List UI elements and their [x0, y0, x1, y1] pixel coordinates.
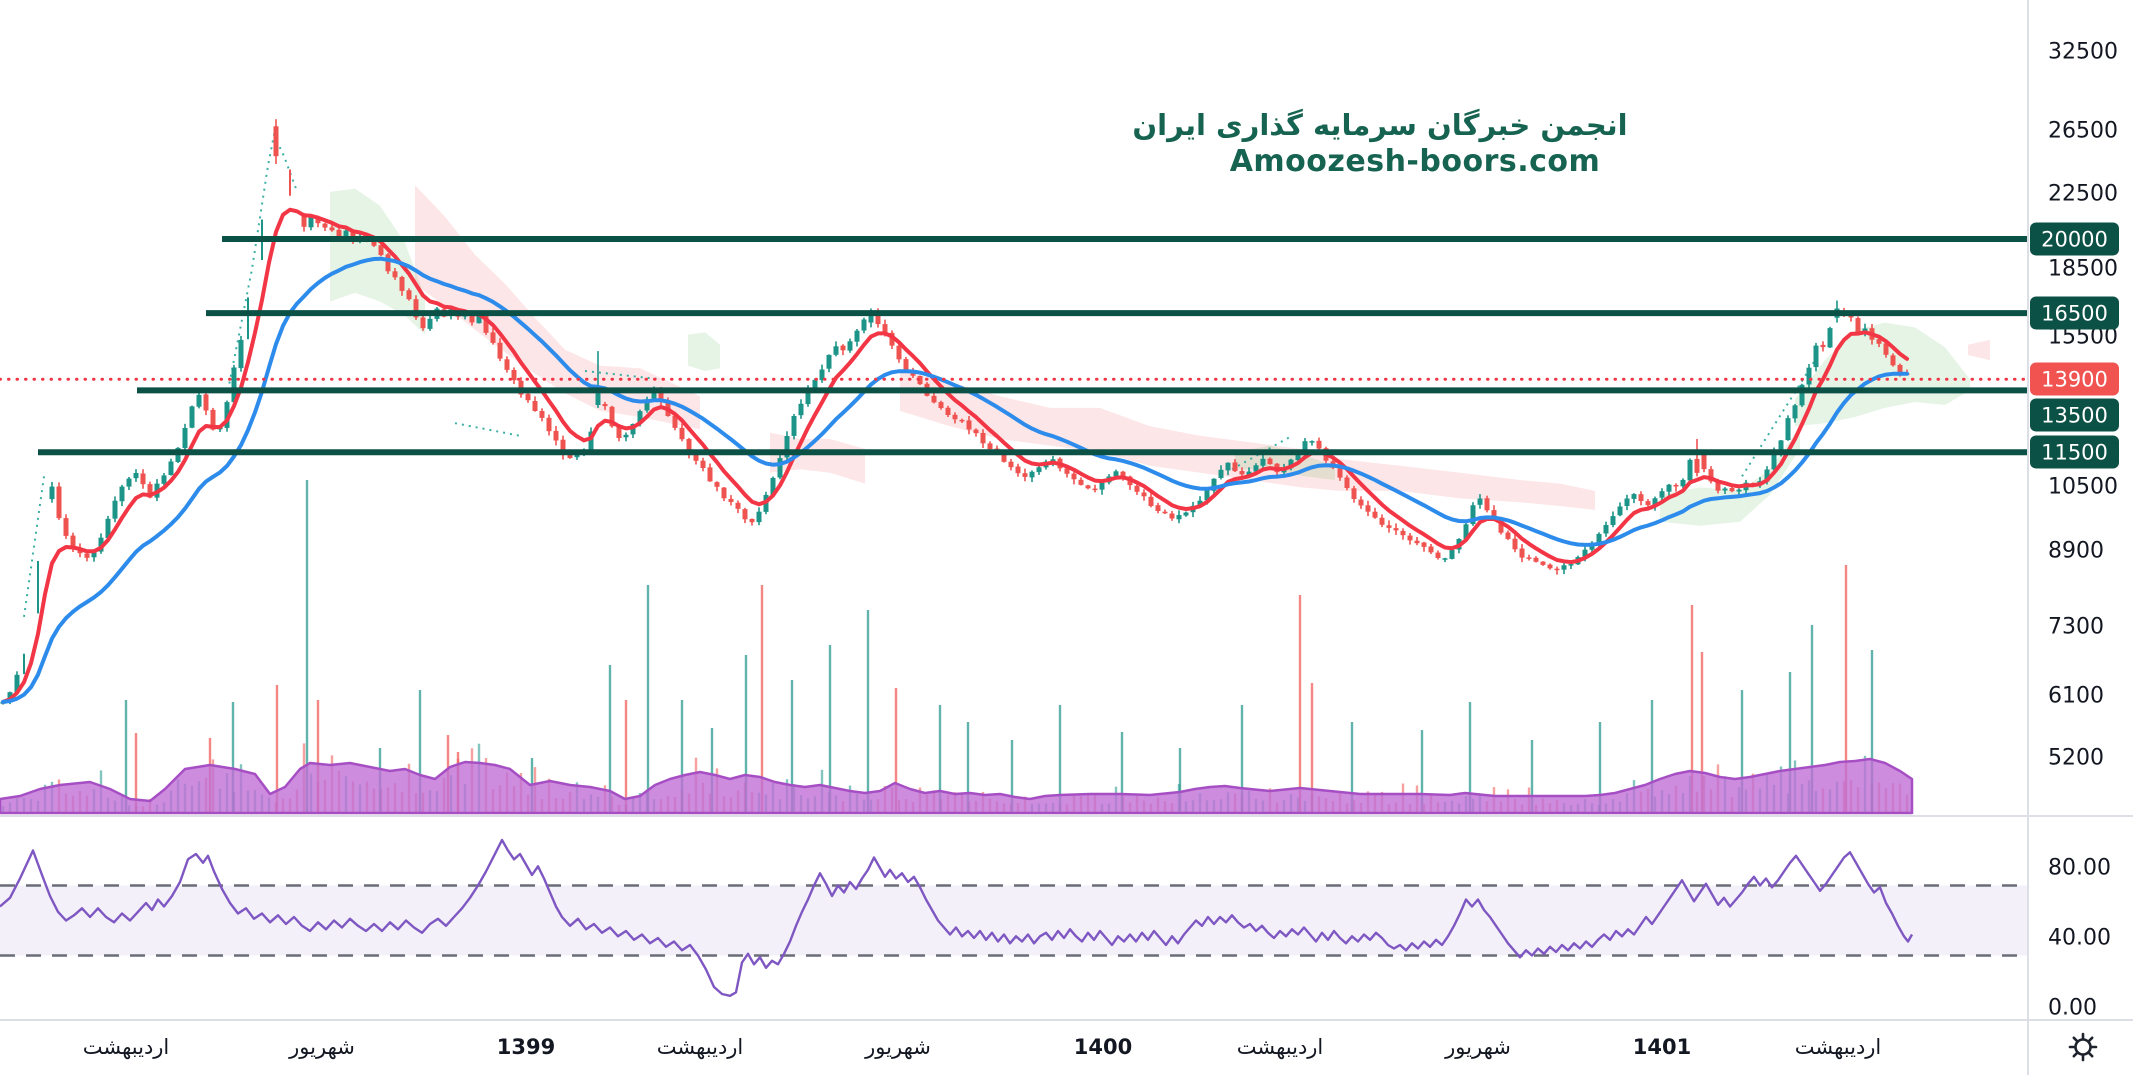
volume-spike-bar: [134, 733, 138, 813]
kumo-cloud: [1968, 339, 1990, 361]
volume-spike-bar: [124, 700, 128, 813]
volume-spike-bar: [894, 688, 898, 813]
chikou-span: [23, 131, 1816, 618]
volume-spike-bar: [744, 655, 748, 813]
indicator-axis-label: 80.00: [2048, 855, 2111, 881]
volume-spike-bar: [938, 705, 942, 813]
volume-spike-bar: [1870, 650, 1874, 813]
volume-spike-bar: [1650, 700, 1654, 813]
kumo-cloud: [415, 185, 700, 430]
time-axis-label: شهریور: [289, 1035, 355, 1059]
chart-area[interactable]: [0, 119, 2028, 815]
volume-spike-bar: [760, 585, 764, 813]
time-axis-label: اردیبهشت: [1236, 1035, 1324, 1059]
volume-spike-bar: [1298, 595, 1302, 813]
kumo-cloud: [770, 432, 865, 484]
indicator-axis-label: 40.00: [2048, 925, 2111, 951]
volume-spike-bar: [1058, 705, 1062, 813]
rsi-line[interactable]: [0, 838, 1914, 997]
price-axis-label: 32500: [2048, 39, 2118, 65]
volume-spike-bar: [1598, 722, 1602, 813]
support-resistance-lines: [38, 236, 2028, 456]
volume-spike-bar: [305, 480, 309, 813]
volume-spike-bar: [966, 722, 970, 813]
volume-spike-bar: [624, 700, 628, 813]
price-axis-label: 8900: [2048, 538, 2104, 564]
volume-spike-bar: [1240, 705, 1244, 813]
kumo-cloud: [900, 371, 1340, 491]
kumo-cloud: [1660, 426, 1800, 526]
kumo-cloud: [330, 188, 425, 335]
volume-spike-bar: [1120, 732, 1124, 813]
volume-spike-bar: [1420, 730, 1424, 813]
volume-spike-bar: [1788, 672, 1792, 813]
volume-spike-bar: [1010, 740, 1014, 813]
last-price-badge: 13900: [2030, 362, 2119, 396]
time-axis-label: اردیبهشت: [1794, 1035, 1882, 1059]
volume-series[interactable]: [0, 480, 1914, 815]
level-price-badge: 13500: [2030, 398, 2119, 432]
ichimoku-clouds: [330, 185, 1990, 526]
level-price-badge: 16500: [2030, 296, 2119, 330]
volume-spike-bar: [1530, 740, 1534, 813]
ma-line-slow[interactable]: [1, 256, 1909, 704]
ma-line-fast[interactable]: [1, 207, 1909, 704]
level-price-badge: 20000: [2030, 222, 2119, 256]
price-axis-label: 22500: [2048, 181, 2118, 207]
time-axis-label: اردیبهشت: [656, 1035, 744, 1059]
rsi-band-fill: [0, 885, 2028, 956]
volume-spike-bar: [866, 610, 870, 813]
price-axis-label: 10500: [2048, 474, 2118, 500]
volume-spike-bar: [1468, 702, 1472, 813]
volume-spike-bar: [1844, 565, 1848, 813]
price-axis-label: 18500: [2048, 256, 2118, 282]
time-axis-label: 1401: [1632, 1035, 1692, 1059]
volume-spike-bar: [1690, 605, 1694, 813]
volume-spike-bar: [790, 680, 794, 813]
time-axis-label: 1400: [1073, 1035, 1133, 1059]
price-axis-label: 7300: [2048, 614, 2104, 640]
time-axis-settings-gear-icon[interactable]: [2062, 1026, 2104, 1068]
volume-spike-bar: [710, 728, 714, 813]
volume-spike-bar: [828, 645, 832, 813]
time-axis-label: شهریور: [1445, 1035, 1511, 1059]
volume-spike-bar: [231, 702, 235, 813]
price-axis-label: 6100: [2048, 683, 2104, 709]
time-axis-label: شهریور: [865, 1035, 931, 1059]
level-price-badge: 11500: [2030, 435, 2119, 469]
volume-spike-bar: [1700, 652, 1704, 813]
time-axis-label: اردیبهشت: [82, 1035, 170, 1059]
price-axis-label: 26500: [2048, 118, 2118, 144]
price-axis-label: 5200: [2048, 745, 2104, 771]
time-axis-label: 1399: [496, 1035, 556, 1059]
kumo-cloud: [688, 332, 720, 371]
volume-spike-bar: [608, 665, 612, 813]
volume-spike-bar: [316, 700, 320, 813]
volume-spike-bar: [646, 585, 650, 813]
rsi-pane[interactable]: [0, 838, 2028, 997]
volume-spike-bar: [1740, 690, 1744, 813]
indicator-axis-label: 0.00: [2048, 995, 2097, 1021]
volume-spike-bar: [1178, 748, 1182, 813]
kumo-cloud: [1340, 459, 1595, 510]
volume-spike-bar: [418, 690, 422, 813]
volume-spike-bar: [680, 700, 684, 813]
volume-spike-bar: [1310, 683, 1314, 813]
volume-spike-bar: [275, 685, 279, 813]
volume-spike-bar: [1810, 625, 1814, 813]
volume-ma-area[interactable]: [0, 757, 1914, 815]
volume-spike-bar: [1350, 722, 1354, 813]
